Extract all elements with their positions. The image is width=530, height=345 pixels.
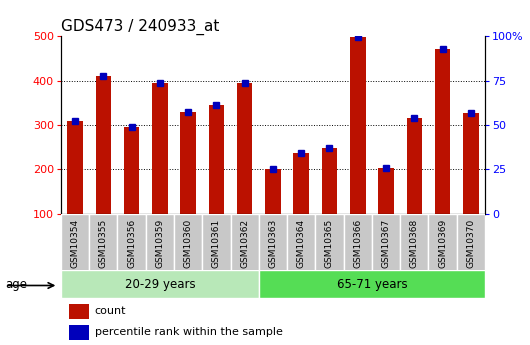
- Bar: [231, 214, 259, 271]
- Text: GSM10370: GSM10370: [466, 218, 475, 268]
- Bar: [202, 214, 231, 271]
- Bar: [350, 37, 366, 214]
- Bar: [294, 152, 309, 214]
- Bar: [124, 127, 139, 214]
- Bar: [69, 325, 89, 339]
- Text: 65-71 years: 65-71 years: [337, 278, 407, 291]
- Text: GSM10367: GSM10367: [382, 218, 391, 268]
- Text: GSM10355: GSM10355: [99, 218, 108, 268]
- Bar: [463, 112, 479, 214]
- Bar: [457, 214, 485, 271]
- Bar: [428, 214, 457, 271]
- Text: GSM10362: GSM10362: [240, 218, 249, 268]
- Bar: [315, 214, 343, 271]
- Bar: [152, 83, 167, 214]
- Text: GSM10364: GSM10364: [297, 218, 306, 268]
- Text: 20-29 years: 20-29 years: [125, 278, 195, 291]
- Bar: [209, 105, 224, 214]
- Text: GSM10369: GSM10369: [438, 218, 447, 268]
- Text: GSM10360: GSM10360: [184, 218, 192, 268]
- Text: GSM10366: GSM10366: [354, 218, 362, 268]
- Text: count: count: [95, 306, 126, 316]
- Bar: [146, 214, 174, 271]
- Text: GSM10368: GSM10368: [410, 218, 419, 268]
- Text: GSM10359: GSM10359: [155, 218, 164, 268]
- Bar: [61, 270, 259, 298]
- Bar: [95, 76, 111, 214]
- Bar: [180, 112, 196, 214]
- Bar: [89, 214, 118, 271]
- Bar: [372, 214, 400, 271]
- Bar: [400, 214, 428, 271]
- Bar: [343, 214, 372, 271]
- Text: percentile rank within the sample: percentile rank within the sample: [95, 327, 282, 337]
- Text: GSM10354: GSM10354: [70, 218, 80, 268]
- Bar: [265, 169, 281, 214]
- Bar: [259, 270, 485, 298]
- Text: GSM10365: GSM10365: [325, 218, 334, 268]
- Text: GSM10356: GSM10356: [127, 218, 136, 268]
- Bar: [259, 214, 287, 271]
- Bar: [67, 121, 83, 214]
- Bar: [174, 214, 202, 271]
- Bar: [407, 118, 422, 214]
- Bar: [378, 168, 394, 214]
- Bar: [237, 83, 252, 214]
- Text: age: age: [5, 278, 28, 291]
- Bar: [287, 214, 315, 271]
- Bar: [322, 148, 337, 214]
- Bar: [69, 304, 89, 318]
- Text: GSM10361: GSM10361: [212, 218, 221, 268]
- Bar: [61, 214, 89, 271]
- Text: GDS473 / 240933_at: GDS473 / 240933_at: [61, 19, 219, 35]
- Bar: [118, 214, 146, 271]
- Text: GSM10363: GSM10363: [269, 218, 277, 268]
- Bar: [435, 49, 450, 214]
